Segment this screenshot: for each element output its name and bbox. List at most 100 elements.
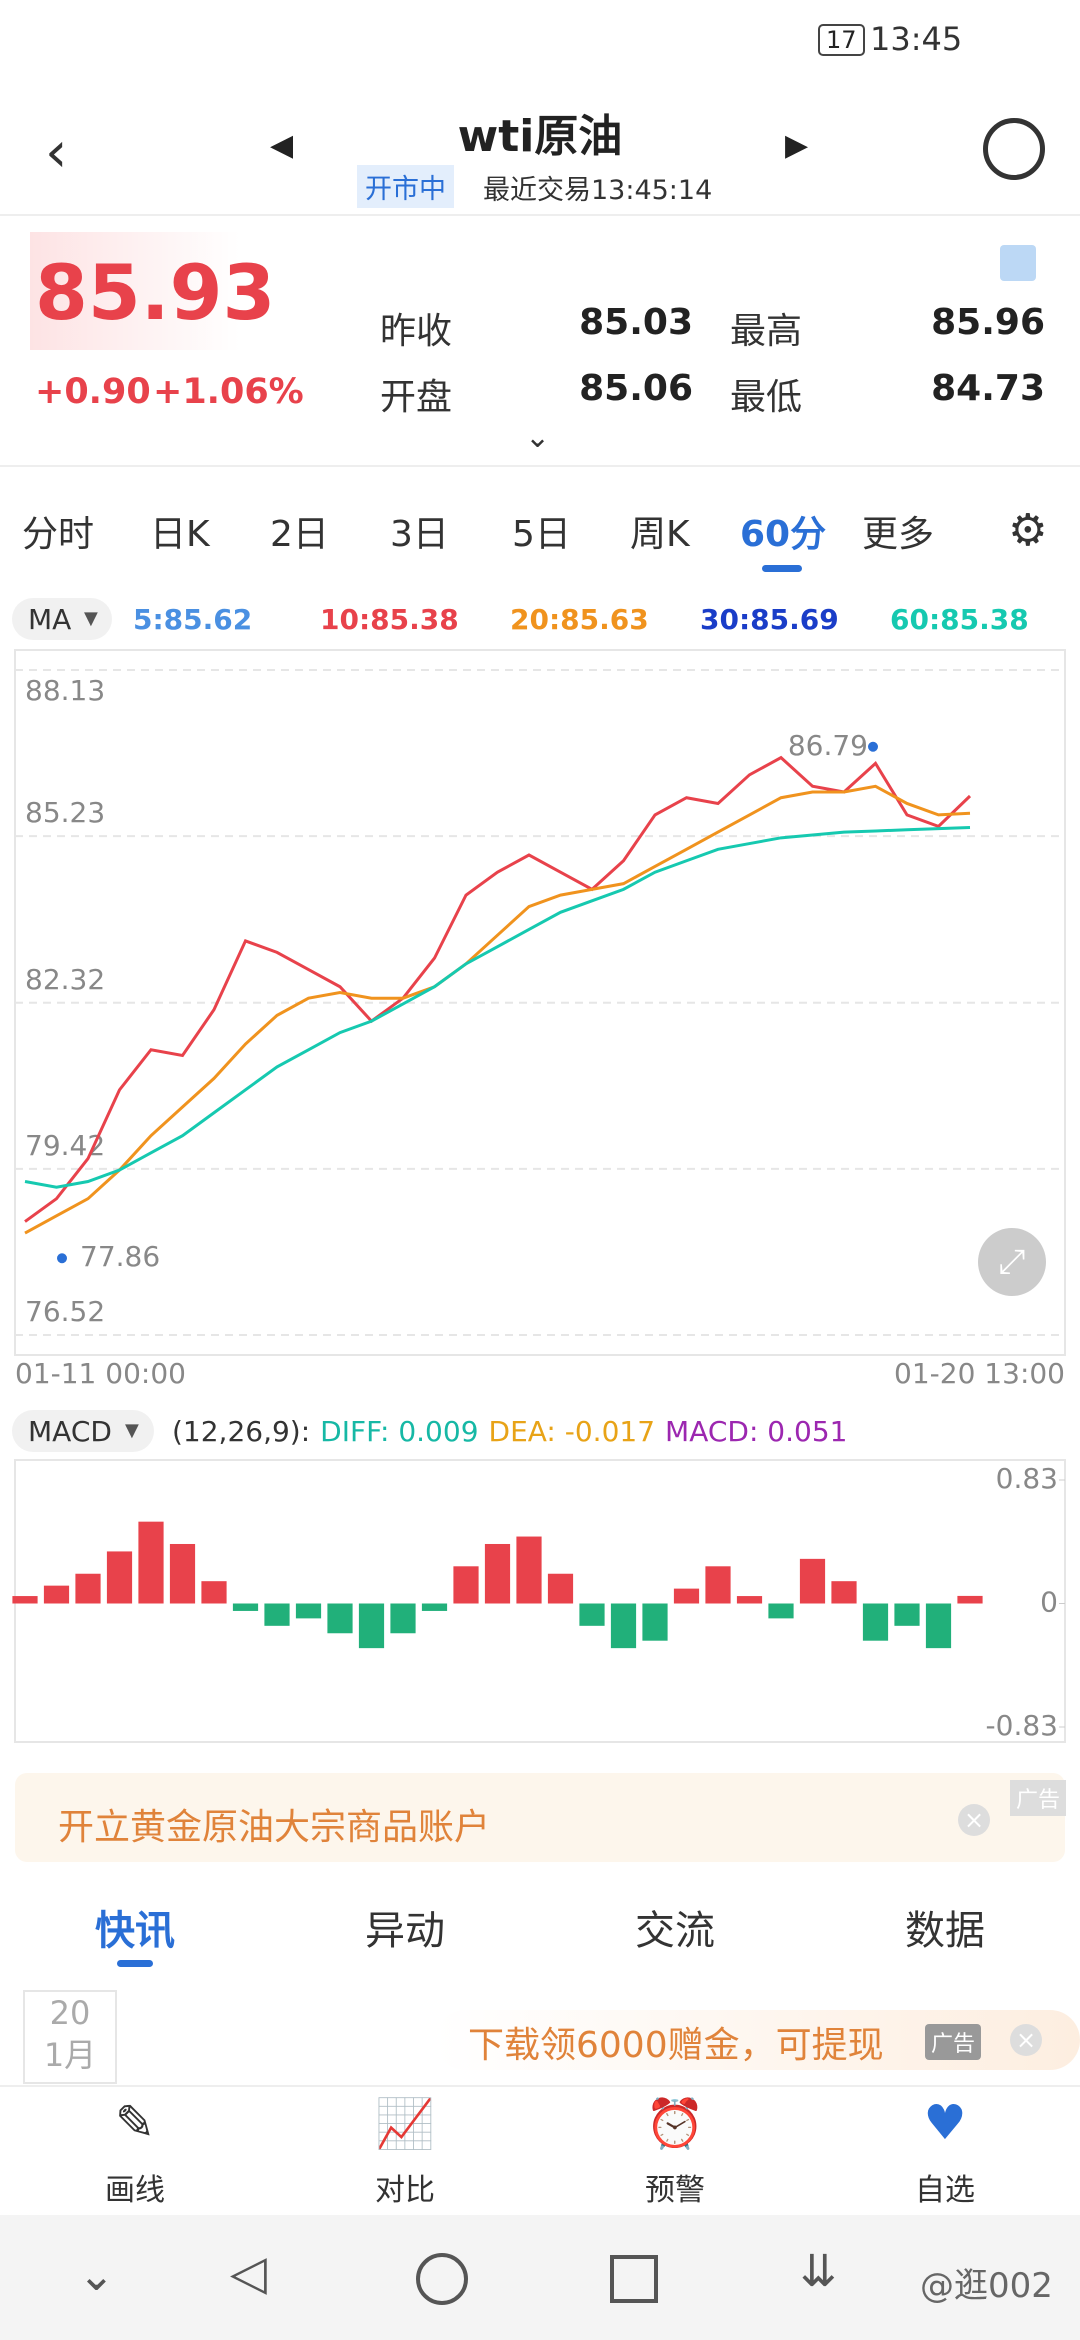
chart-area: 76.52 79.42 82.32 85.23 88.13 01-11 00:00 01-2… [12,649,1066,1743]
date-day: 20 [49,1994,91,2032]
period-tab[interactable]: 更多 [862,514,935,555]
nav-down[interactable]: ⌄ [78,2250,115,2301]
fullscreen-button[interactable]: ⤢ [978,1228,1046,1296]
macd-params: (12,26,9): [172,1415,311,1448]
clock: 13:45 [870,20,963,58]
y-tick-label: -0.83 [986,1709,1058,1742]
battery: 17 [818,24,865,56]
macd-selector[interactable] [12,1410,154,1452]
nav-recent[interactable] [610,2255,658,2303]
ad-strip-text[interactable]: 下载领6000赠金，可提现 [468,2025,884,2066]
close-ad[interactable]: × [958,1804,990,1836]
y-tick-label: 82.32 [25,963,105,996]
stat-value: 85.06 [579,368,693,409]
toolbar-label[interactable]: 预警 [645,2173,705,2208]
close-ad[interactable]: × [1010,2024,1042,2056]
period-tab[interactable]: 2日 [270,514,329,555]
nav-menu[interactable]: ⇊ [800,2246,837,2297]
macd-bar [12,1596,38,1604]
y-tick-label: 85.23 [25,796,105,829]
macd-bar [43,1585,70,1604]
macd-bar [327,1603,353,1634]
ma-line [24,826,971,1189]
macd-bar [610,1603,637,1649]
stat-label: 最低 [730,377,803,418]
date-month: 1月 [43,2036,97,2074]
refresh-button[interactable] [983,118,1045,180]
ma-line [24,755,972,1223]
toolbar-icon[interactable]: ♥ [923,2095,967,2151]
toolbar-icon[interactable]: ⏰ [645,2096,705,2152]
macd-bar [358,1603,385,1649]
news-tab[interactable]: 交流 [635,1908,715,1954]
toolbar-label[interactable]: 对比 [375,2173,435,2208]
stat-label: 最高 [730,311,803,352]
period-tab[interactable]: 分时 [22,514,95,555]
period-tab[interactable]: 5日 [512,514,571,555]
toolbar-label[interactable]: 自选 [915,2173,975,2208]
macd-bar [799,1558,826,1604]
x-tick-label: 01-11 00:00 [15,1357,186,1390]
watermark: @逛002 [920,2266,1053,2306]
expand-arrow[interactable]: ⌄ [525,420,551,455]
change: +0.90 [35,372,151,412]
price-bg [30,232,240,350]
annotation-dot [57,1253,67,1264]
back-button[interactable]: ‹ [45,120,68,185]
ma-value: 30:85.69 [700,603,839,636]
dropdown-arrow: ▼ [125,1420,139,1441]
news-tab[interactable]: 异动 [365,1908,445,1954]
stat-label: 昨收 [380,311,453,352]
next-button[interactable]: ▶ [785,128,809,163]
ma-selector[interactable] [12,598,112,640]
settings-button[interactable]: ⚙ [1008,505,1048,556]
toolbar-icon[interactable]: ✎ [114,2095,156,2151]
nav-back[interactable]: ◁ [230,2245,267,2301]
ma-value: 20:85.63 [510,603,649,636]
macd-bar [106,1551,133,1604]
macd-bar [768,1603,794,1619]
macd-indicator: DEA: -0.017 [488,1415,656,1448]
tab-underline [762,565,802,572]
macd-bar [925,1603,952,1649]
change-percent: +1.06% [153,372,304,412]
news-tab[interactable]: 快讯 [95,1908,175,1954]
stat-value: 85.03 [579,302,693,343]
ma-label[interactable]: MA [28,603,72,636]
period-tab[interactable]: 3日 [390,514,449,555]
ma-line [24,784,971,1235]
macd-bar [862,1603,889,1641]
period-tab[interactable]: 周K [630,514,690,555]
macd-indicator: MACD: 0.051 [665,1415,848,1448]
ma-value: 5:85.62 [133,603,253,636]
period-tab[interactable]: 日K [150,514,210,555]
macd-bar [736,1596,763,1604]
macd-bar [831,1581,857,1604]
annotation-label: 77.86 [80,1240,160,1273]
news-tab[interactable]: 数据 [905,1908,985,1954]
chart-icon[interactable] [1000,245,1036,281]
toolbar-label[interactable]: 画线 [105,2173,165,2208]
price: 85.93 [35,248,276,337]
macd-bar [673,1588,700,1604]
ad-text[interactable]: 开立黄金原油大宗商品账户 [58,1807,491,1848]
macd-bar [295,1603,322,1619]
market-status: 开市中 [357,165,454,208]
ma-value: 60:85.38 [890,603,1029,636]
tab-underline [117,1960,153,1967]
macd-bar [421,1603,448,1611]
news-date: 20 1月 [23,1990,117,2084]
ma-value: 10:85.38 [320,603,459,636]
macd-bar [957,1595,983,1604]
period-tab[interactable]: 60分 [740,514,827,555]
stat-value: 84.73 [931,368,1045,409]
ad-banner[interactable] [15,1773,1065,1862]
prev-button[interactable]: ◀ [270,128,294,163]
macd-bar [642,1603,668,1641]
nav-bar [0,2215,1080,2340]
macd-bar [138,1521,164,1604]
ad-tag: 广告 [1010,1780,1067,1816]
toolbar-icon[interactable]: 📈 [375,2096,435,2152]
macd-label[interactable]: MACD [28,1415,112,1448]
nav-home[interactable] [416,2253,468,2305]
